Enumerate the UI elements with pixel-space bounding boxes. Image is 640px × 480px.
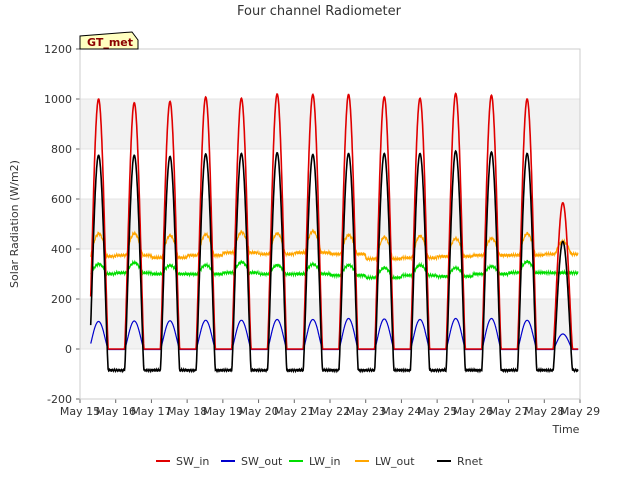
x-tick-label: May 19 <box>203 405 243 418</box>
y-tick-label: 600 <box>51 193 72 206</box>
y-tick-label: 1000 <box>44 93 72 106</box>
legend-label: Rnet <box>457 455 483 468</box>
y-tick-label: -200 <box>47 393 72 406</box>
site-badge: GT_met <box>79 31 139 50</box>
grid-band <box>80 99 580 149</box>
legend-label: LW_out <box>375 455 415 468</box>
site-badge-label: GT_met <box>87 36 133 49</box>
y-tick-label: 1200 <box>44 43 72 56</box>
chart-title: Four channel Radiometer <box>237 4 402 19</box>
legend-label: SW_in <box>176 455 209 468</box>
series-line-sw_in <box>89 92 579 350</box>
site-badge-shape <box>79 31 139 50</box>
x-tick-label: May 26 <box>453 405 493 418</box>
x-tick-label: May 17 <box>131 405 171 418</box>
legend-item-sw_in: SW_in <box>156 455 209 468</box>
series-line-rnet <box>89 149 579 374</box>
x-tick-label: May 21 <box>274 405 314 418</box>
y-tick-label: 200 <box>51 293 72 306</box>
x-tick-label: May 18 <box>167 405 207 418</box>
y-axis: -200 0 200 400 600 800 1000 1200 <box>44 43 80 406</box>
x-tick-label: May 20 <box>238 405 278 418</box>
grid-band <box>80 149 580 199</box>
y-axis-label: Solar Radiation (W/m2) <box>8 160 21 288</box>
grid-band <box>80 49 580 99</box>
y-tick-label: 400 <box>51 243 72 256</box>
x-tick-label: May 28 <box>524 405 564 418</box>
x-tick-label: May 27 <box>488 405 528 418</box>
grid-bands <box>80 48 580 400</box>
legend-item-rnet: Rnet <box>437 455 483 468</box>
plot-frame <box>79 48 581 400</box>
x-tick-label: May 23 <box>346 405 386 418</box>
legend-item-lw_out: LW_out <box>355 455 415 468</box>
grid-band <box>80 349 580 399</box>
legend-item-sw_out: SW_out <box>221 455 283 468</box>
x-tick-label: May 16 <box>96 405 136 418</box>
x-tick-label: May 15 <box>60 405 100 418</box>
y-tick-label: 0 <box>65 343 72 356</box>
plot-area <box>89 92 579 374</box>
x-tick-label: May 25 <box>417 405 457 418</box>
x-tick-label: May 29 <box>560 405 600 418</box>
x-axis-label: Time <box>552 423 580 436</box>
grid-band <box>80 299 580 349</box>
legend-item-lw_in: LW_in <box>289 455 341 468</box>
legend-label: LW_in <box>309 455 341 468</box>
x-tick-label: May 24 <box>381 405 421 418</box>
x-tick-label: May 22 <box>310 405 350 418</box>
y-tick-label: 800 <box>51 143 72 156</box>
legend-label: SW_out <box>241 455 283 468</box>
legend: SW_in SW_out LW_in LW_out Rnet <box>156 455 483 468</box>
grid-band <box>80 199 580 249</box>
